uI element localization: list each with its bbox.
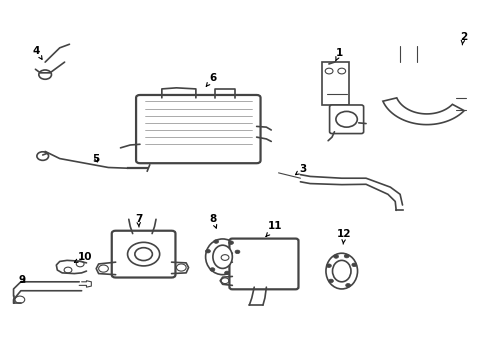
Circle shape [228,241,233,244]
Text: 4: 4 [33,46,42,59]
Circle shape [344,254,348,258]
Text: 6: 6 [206,73,216,86]
Circle shape [209,268,214,271]
Text: 10: 10 [74,252,92,262]
Circle shape [328,279,333,283]
Text: 7: 7 [135,214,142,227]
Circle shape [351,263,356,267]
Ellipse shape [212,245,232,269]
Text: 9: 9 [18,275,25,285]
Text: 3: 3 [295,164,306,175]
Circle shape [235,250,240,254]
Text: 12: 12 [336,229,351,244]
Bar [322,62,348,105]
FancyBboxPatch shape [229,239,298,289]
Circle shape [333,255,338,258]
Circle shape [345,284,350,287]
Text: 5: 5 [92,154,100,163]
Ellipse shape [325,253,357,289]
Ellipse shape [332,260,350,282]
Circle shape [326,264,331,267]
FancyBboxPatch shape [329,105,363,134]
Circle shape [213,240,218,243]
FancyBboxPatch shape [136,95,260,163]
Circle shape [224,271,229,275]
Circle shape [205,249,210,253]
Text: 1: 1 [335,48,342,61]
Ellipse shape [205,239,239,275]
FancyBboxPatch shape [112,231,175,278]
Text: 8: 8 [209,214,216,228]
Text: 11: 11 [265,221,282,237]
Text: 2: 2 [459,32,466,45]
